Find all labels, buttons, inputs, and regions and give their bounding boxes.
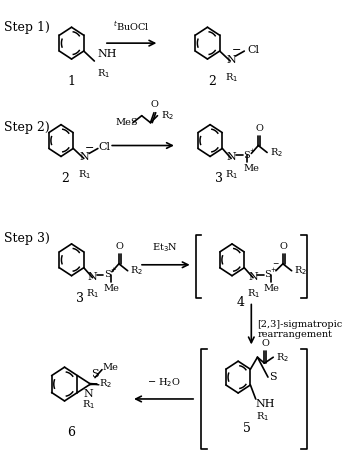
- Text: Me: Me: [103, 284, 119, 293]
- Text: Et$_3$N: Et$_3$N: [153, 241, 178, 254]
- Text: O: O: [261, 339, 269, 348]
- Text: S$^{+}$: S$^{+}$: [104, 267, 118, 280]
- Text: Me: Me: [243, 164, 259, 174]
- Text: Step 3): Step 3): [4, 232, 50, 245]
- Text: R$_2$: R$_2$: [99, 378, 112, 391]
- Text: MeS: MeS: [116, 118, 138, 127]
- Text: N: N: [248, 272, 258, 282]
- Text: R$_1$: R$_1$: [82, 398, 95, 411]
- Text: S$^{+}$: S$^{+}$: [265, 267, 278, 280]
- Text: Me: Me: [264, 284, 279, 293]
- Text: NH: NH: [97, 49, 117, 59]
- Text: R$_1$: R$_1$: [225, 168, 238, 181]
- Text: N: N: [226, 55, 236, 65]
- Text: N: N: [80, 152, 90, 162]
- Text: 2: 2: [208, 75, 216, 88]
- Text: R$_2$: R$_2$: [270, 146, 283, 159]
- Text: $-$: $-$: [84, 140, 94, 151]
- Text: Step 2): Step 2): [4, 121, 50, 134]
- Text: 3: 3: [76, 291, 84, 305]
- Text: 4: 4: [237, 296, 245, 308]
- Text: R$_2$: R$_2$: [161, 109, 174, 122]
- Text: R$_2$: R$_2$: [130, 264, 143, 277]
- Text: O: O: [255, 123, 263, 133]
- Text: O: O: [280, 242, 288, 251]
- Text: R$_1$: R$_1$: [225, 71, 238, 84]
- Text: NH: NH: [256, 399, 275, 409]
- Text: 6: 6: [68, 426, 76, 439]
- Text: 3: 3: [215, 172, 223, 185]
- Text: R$_1$: R$_1$: [246, 288, 260, 301]
- Text: R$_1$: R$_1$: [256, 410, 269, 423]
- Text: N: N: [88, 272, 97, 282]
- Text: $^{-}$: $^{-}$: [272, 261, 280, 271]
- Text: N: N: [84, 388, 94, 398]
- Text: Cl: Cl: [248, 45, 260, 55]
- Text: N: N: [226, 152, 236, 162]
- Text: S: S: [269, 372, 276, 382]
- Text: Me: Me: [103, 363, 119, 372]
- Text: Cl: Cl: [99, 142, 111, 152]
- Text: R$_1$: R$_1$: [97, 67, 110, 80]
- Text: Step 1): Step 1): [4, 21, 50, 34]
- Text: O: O: [150, 100, 158, 109]
- Text: [2,3]-sigmatropic
rearrangement: [2,3]-sigmatropic rearrangement: [258, 319, 343, 339]
- Text: R$_2$: R$_2$: [276, 351, 289, 364]
- Text: $-$ H$_2$O: $-$ H$_2$O: [147, 376, 181, 389]
- Text: $^{t}$BuOCl: $^{t}$BuOCl: [113, 19, 149, 33]
- Text: S$^{+}$: S$^{+}$: [243, 148, 257, 161]
- Text: 1: 1: [68, 75, 76, 88]
- Text: R$_1$: R$_1$: [78, 168, 91, 181]
- Text: 5: 5: [243, 422, 251, 435]
- Text: S: S: [91, 369, 99, 379]
- Text: 2: 2: [62, 172, 69, 185]
- Text: R$_2$: R$_2$: [294, 264, 307, 277]
- Text: $-$: $-$: [231, 43, 241, 53]
- Text: O: O: [116, 242, 124, 251]
- Text: R$_1$: R$_1$: [86, 288, 99, 301]
